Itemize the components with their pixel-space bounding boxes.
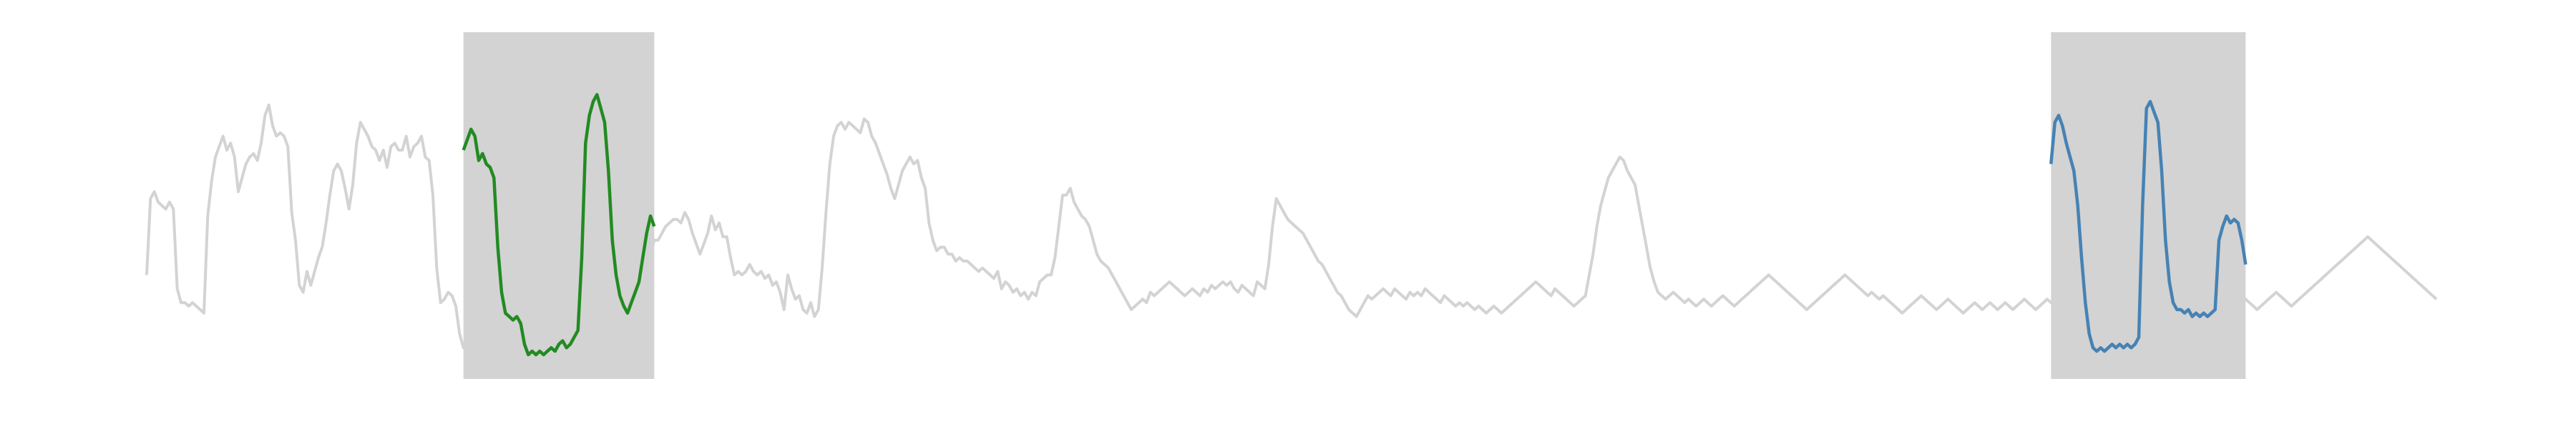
- highlight-region-2: [2051, 32, 2246, 379]
- background-series: [145, 89, 2438, 350]
- highlight-regions: [463, 32, 2246, 379]
- highlighted-segment-1: [462, 93, 656, 357]
- series-line-background: [145, 89, 2438, 350]
- highlighted-segment-2: [2049, 99, 2248, 353]
- highlight-region-1: [463, 32, 655, 379]
- highlighted-series: [462, 93, 2248, 357]
